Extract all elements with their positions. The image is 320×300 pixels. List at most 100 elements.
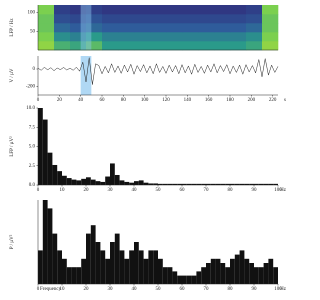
bar bbox=[52, 164, 58, 185]
heatmap-cell bbox=[246, 23, 263, 33]
bar bbox=[38, 108, 43, 185]
y-tick-label: 0.0 bbox=[29, 183, 36, 188]
bar bbox=[81, 178, 86, 185]
heatmap-cell bbox=[246, 5, 263, 15]
bar bbox=[196, 183, 202, 185]
x-tick-label: 50 bbox=[156, 287, 162, 292]
x-tick-label: 70 bbox=[204, 188, 210, 193]
signal-line bbox=[37, 57, 279, 85]
heatmap-cell bbox=[38, 23, 55, 33]
bar bbox=[201, 183, 206, 185]
bar bbox=[81, 258, 86, 284]
bar bbox=[254, 183, 259, 185]
heatmap-cell bbox=[182, 5, 199, 15]
heatmap-cell bbox=[214, 23, 231, 33]
heatmap-cell bbox=[182, 41, 199, 51]
heatmap-cell bbox=[230, 23, 247, 33]
y-tick-label: 5.0 bbox=[29, 145, 36, 150]
bar bbox=[62, 258, 67, 284]
x-tick-label: 200 bbox=[248, 98, 256, 103]
bar bbox=[254, 267, 259, 284]
heatmap-cell bbox=[166, 23, 183, 33]
y-axis-label: LFP / Hz bbox=[10, 18, 15, 37]
x-tick-label: 90 bbox=[252, 287, 258, 292]
heatmap-cell bbox=[230, 32, 247, 42]
bar bbox=[172, 271, 178, 284]
heatmap-cell bbox=[182, 32, 199, 42]
heatmap-cell bbox=[262, 5, 279, 15]
bar bbox=[201, 267, 206, 284]
bar bbox=[143, 182, 149, 185]
bar bbox=[244, 183, 250, 185]
heatmap-cell bbox=[214, 5, 231, 15]
heatmap-cell bbox=[118, 23, 135, 33]
bar bbox=[129, 250, 134, 284]
bar bbox=[38, 250, 43, 284]
y-tick-label: 2.5 bbox=[29, 164, 36, 169]
bar bbox=[158, 183, 163, 185]
y-tick-label: -200 bbox=[26, 84, 36, 89]
bar bbox=[76, 180, 82, 185]
bar bbox=[249, 183, 254, 185]
bar bbox=[105, 258, 110, 284]
bar bbox=[138, 250, 144, 284]
y-tick-label: 100 bbox=[28, 11, 36, 16]
x-tick-label: 10 bbox=[60, 188, 66, 193]
y-tick-label: 7.5 bbox=[29, 125, 36, 130]
bar bbox=[258, 183, 264, 185]
heatmap-cell bbox=[166, 32, 183, 42]
x-tick-label: 30 bbox=[108, 188, 114, 193]
bar bbox=[71, 267, 77, 284]
bar bbox=[191, 275, 197, 284]
heatmap-cell bbox=[182, 23, 199, 33]
x-tick-label: 160 bbox=[205, 98, 213, 103]
x-axis-label: s bbox=[284, 98, 286, 103]
bar bbox=[100, 181, 106, 185]
bar bbox=[206, 263, 211, 284]
bar bbox=[273, 267, 278, 284]
bar bbox=[114, 174, 120, 185]
x-tick-label: 220 bbox=[269, 98, 277, 103]
heatmap-cell bbox=[102, 14, 119, 24]
highlight-span bbox=[80, 5, 92, 50]
bar bbox=[268, 183, 274, 185]
bar bbox=[215, 183, 221, 185]
heatmap-cell bbox=[118, 32, 135, 42]
axis-line bbox=[37, 5, 278, 51]
bar bbox=[148, 250, 154, 284]
heatmap-cell bbox=[198, 23, 215, 33]
y-axis-label: P / µV² bbox=[9, 234, 15, 249]
heatmap-cell bbox=[102, 41, 119, 51]
bar bbox=[225, 267, 230, 284]
bar bbox=[100, 250, 106, 284]
x-tick-label: 20 bbox=[84, 287, 90, 292]
heatmap-cell bbox=[214, 32, 231, 42]
axis-line bbox=[37, 108, 278, 186]
bar bbox=[124, 258, 130, 284]
heatmap-cell bbox=[246, 14, 263, 24]
heatmap-cell bbox=[38, 32, 55, 42]
heatmap-cell bbox=[262, 41, 279, 51]
bar bbox=[57, 171, 62, 185]
heatmap-cell bbox=[86, 5, 103, 15]
x-tick-label: 100 bbox=[141, 98, 149, 103]
x-tick-label: 70 bbox=[204, 287, 210, 292]
bar bbox=[206, 183, 211, 185]
y-tick-label: 0 bbox=[33, 67, 36, 72]
bar bbox=[273, 183, 278, 185]
heatmap-cell bbox=[118, 41, 135, 51]
bar bbox=[244, 258, 250, 284]
bar bbox=[249, 263, 254, 284]
x-tick-label: 60 bbox=[180, 188, 186, 193]
heatmap-cell bbox=[70, 5, 87, 15]
x-tick-label: 0 bbox=[37, 98, 40, 103]
heatmap-cell bbox=[54, 23, 71, 33]
bar bbox=[182, 183, 187, 185]
bar bbox=[57, 250, 62, 284]
axis-note: Frequency bbox=[40, 287, 62, 292]
heatmap-cell bbox=[150, 23, 167, 33]
heatmap-cell bbox=[198, 41, 215, 51]
bar bbox=[86, 177, 91, 185]
x-tick-label: 30 bbox=[108, 287, 114, 292]
bar bbox=[167, 183, 173, 185]
